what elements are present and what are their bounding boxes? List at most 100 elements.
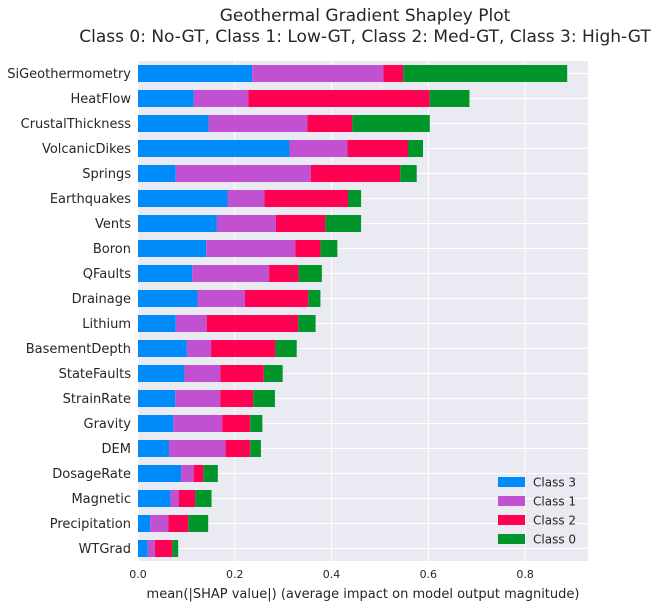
x-tick-labels: 0.0 0.2 0.4 0.6 0.8	[129, 568, 534, 581]
y-tick-label: Boron	[93, 242, 131, 257]
chart-title-line-1: Geothermal Gradient Shapley Plot	[220, 6, 511, 26]
bar-earthquakes-class-3	[138, 190, 228, 207]
bar-gravity-class-0	[250, 415, 263, 432]
bar-drainage-class-2	[244, 290, 309, 307]
bar-sigeothermometry-class-1	[252, 65, 384, 82]
bar-lithium-class-0	[298, 315, 316, 332]
bar-springs-class-0	[400, 165, 417, 182]
x-tick-label: 0.6	[420, 568, 438, 581]
bar-basementdepth-class-2	[211, 340, 276, 357]
legend-swatch-class-0	[498, 534, 525, 544]
y-tick-label: VolcanicDikes	[42, 142, 131, 157]
bar-wtgrad-class-3	[138, 540, 148, 557]
bar-drainage-class-1	[197, 290, 245, 307]
legend-label: Class 3	[533, 476, 576, 490]
bar-lithium-class-3	[138, 315, 176, 332]
bar-vents-class-1	[216, 215, 276, 232]
bar-vents-class-0	[325, 215, 362, 232]
bar-dem-class-1	[168, 440, 226, 457]
y-tick-label: HeatFlow	[70, 92, 131, 107]
bar-precipitation-class-1	[150, 515, 169, 532]
y-tick-label: Drainage	[72, 292, 131, 307]
bar-dosagerate-class-1	[181, 465, 194, 482]
bar-statefaults-class-1	[184, 365, 221, 382]
bar-statefaults-class-3	[138, 365, 185, 382]
bar-springs-class-3	[138, 165, 176, 182]
bar-volcanicdikes-class-2	[347, 140, 408, 157]
bar-strainrate-class-1	[175, 390, 221, 407]
bar-boron-class-1	[206, 240, 296, 257]
chart-title-line-2: Class 0: No-GT, Class 1: Low-GT, Class 2…	[79, 27, 651, 47]
bar-boron-class-2	[295, 240, 321, 257]
legend-swatch-class-3	[498, 477, 525, 487]
bar-magnetic-class-3	[138, 490, 171, 507]
bar-boron-class-3	[138, 240, 207, 257]
bar-magnetic-class-1	[170, 490, 179, 507]
bar-crustalthickness-class-0	[352, 115, 430, 132]
bar-volcanicdikes-class-1	[289, 140, 348, 157]
legend-label: Class 1	[533, 495, 576, 509]
y-tick-label: Precipitation	[50, 517, 131, 532]
bar-precipitation-class-2	[168, 515, 189, 532]
x-tick-label: 0.8	[516, 568, 534, 581]
y-tick-label: BasementDepth	[26, 342, 131, 357]
bar-dosagerate-class-0	[203, 465, 218, 482]
bar-heatflow-class-2	[248, 90, 430, 107]
x-axis-label: mean(|SHAP value|) (average impact on mo…	[147, 587, 580, 602]
bar-magnetic-class-0	[195, 490, 212, 507]
bar-gravity-class-3	[138, 415, 174, 432]
bar-vents-class-3	[138, 215, 217, 232]
bar-heatflow-class-3	[138, 90, 194, 107]
bar-strainrate-class-3	[138, 390, 176, 407]
legend-swatch-class-2	[498, 515, 525, 525]
bar-dosagerate-class-2	[193, 465, 204, 482]
legend-label: Class 2	[533, 514, 576, 528]
bar-heatflow-class-1	[193, 90, 249, 107]
bar-precipitation-class-0	[188, 515, 209, 532]
bar-earthquakes-class-2	[264, 190, 348, 207]
y-tick-label: StateFaults	[59, 367, 132, 382]
x-tick-label: 0.2	[226, 568, 244, 581]
bar-strainrate-class-0	[253, 390, 275, 407]
bar-sigeothermometry-class-2	[383, 65, 404, 82]
y-tick-label: QFaults	[83, 267, 131, 282]
bar-drainage-class-0	[308, 290, 321, 307]
bar-vents-class-2	[275, 215, 326, 232]
bar-wtgrad-class-0	[172, 540, 179, 557]
bar-crustalthickness-class-2	[307, 115, 353, 132]
bar-wtgrad-class-1	[147, 540, 155, 557]
bar-crustalthickness-class-1	[208, 115, 308, 132]
bars-group	[138, 65, 568, 557]
bar-qfaults-class-1	[192, 265, 270, 282]
bar-sigeothermometry-class-3	[138, 65, 253, 82]
bar-sigeothermometry-class-0	[403, 65, 568, 82]
x-tick-label: 0.4	[323, 568, 341, 581]
bar-volcanicdikes-class-3	[138, 140, 290, 157]
bar-volcanicdikes-class-0	[408, 140, 423, 157]
bar-statefaults-class-0	[263, 365, 283, 382]
bar-strainrate-class-2	[220, 390, 254, 407]
bar-gravity-class-2	[222, 415, 251, 432]
bar-qfaults-class-2	[269, 265, 299, 282]
bar-boron-class-0	[320, 240, 338, 257]
bar-qfaults-class-3	[138, 265, 193, 282]
y-tick-label: CrustalThickness	[21, 117, 132, 132]
x-tick-label: 0.0	[129, 568, 147, 581]
bar-dem-class-3	[138, 440, 169, 457]
y-tick-labels: SiGeothermometry HeatFlow CrustalThickness…	[7, 67, 131, 557]
y-tick-label: WTGrad	[79, 542, 131, 557]
bar-lithium-class-2	[206, 315, 299, 332]
bar-wtgrad-class-2	[154, 540, 173, 557]
bar-crustalthickness-class-3	[138, 115, 209, 132]
legend: Class 3 Class 1 Class 2 Class 0	[498, 476, 576, 547]
y-tick-label: DEM	[102, 442, 131, 457]
y-tick-label: DosageRate	[52, 467, 131, 482]
y-tick-label: Springs	[82, 167, 131, 182]
y-tick-label: Vents	[95, 217, 131, 232]
bar-earthquakes-class-0	[348, 190, 362, 207]
bar-gravity-class-1	[173, 415, 223, 432]
bar-dem-class-2	[225, 440, 251, 457]
y-tick-label: Lithium	[82, 317, 131, 332]
bar-basementdepth-class-1	[186, 340, 212, 357]
